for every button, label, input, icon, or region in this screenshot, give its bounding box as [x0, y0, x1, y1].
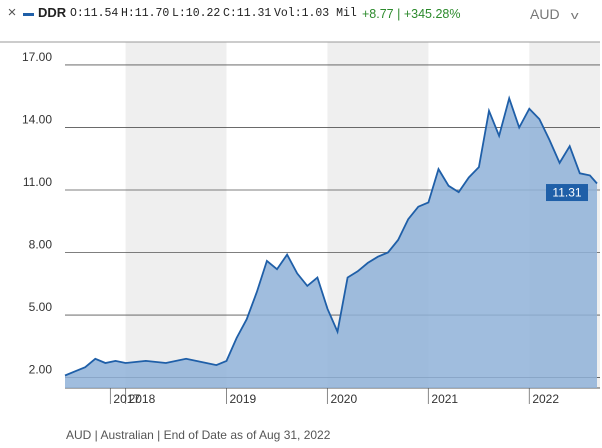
series-color-swatch [23, 13, 34, 16]
price-area-fill [65, 98, 597, 389]
y-tick-label: 2.00 [29, 363, 53, 377]
high-value: H:11.70 [121, 7, 170, 20]
x-tick-label: 2020 [330, 392, 357, 406]
price-line [64, 95, 598, 377]
close-value: C:11.31 [223, 7, 272, 20]
y-tick-label: 17.00 [22, 50, 52, 64]
y-tick-label: 11.00 [23, 175, 52, 189]
last-price-label: 11.31 [546, 184, 588, 202]
x-tick-label: 2017 [113, 392, 140, 406]
price-change: +8.77 | +345.28% [362, 7, 461, 21]
chevron-down-icon: v [570, 10, 579, 22]
x-tick-label: 2018 [129, 392, 156, 406]
close-icon[interactable]: × [7, 4, 17, 21]
y-tick-label: 14.00 [22, 112, 52, 126]
y-tick-label: 5.00 [29, 300, 53, 314]
x-tick-label: 2019 [230, 392, 257, 406]
chart-header: × DDR O:11.54 H:11.70 L:10.22 C:11.31 Vo… [0, 0, 602, 30]
x-tick-label: 2022 [532, 392, 559, 406]
currency-label: AUD [530, 6, 560, 22]
last-price-text: 11.31 [552, 186, 581, 200]
currency-dropdown[interactable]: AUD v [530, 4, 596, 24]
low-value: L:10.22 [172, 7, 221, 20]
last-price-badge [546, 184, 588, 202]
x-tick-label: 2021 [431, 392, 458, 406]
volume-value: Vol:1.03 Mil [274, 7, 357, 20]
price-area [64, 95, 598, 389]
open-value: O:11.54 [70, 7, 119, 20]
chart-footer: AUD | Australian | End of Date as of Aug… [66, 428, 331, 442]
y-axis-labels: 17.00 14.00 11.00 8.00 5.00 2.00 [22, 50, 52, 377]
year-shade-band [125, 42, 227, 388]
ticker-symbol: DDR [38, 5, 67, 20]
y-tick-label: 8.00 [29, 238, 53, 252]
